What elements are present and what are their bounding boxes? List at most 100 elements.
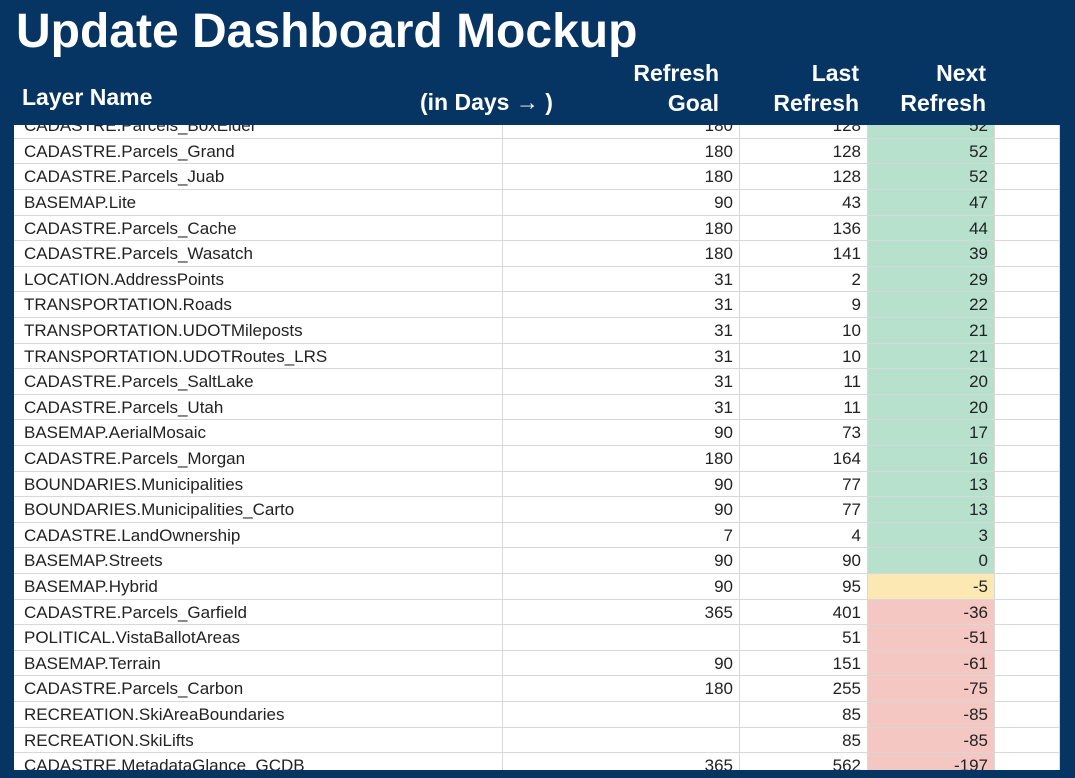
- cell-empty: [995, 625, 1060, 651]
- cell-goal: 31: [503, 343, 740, 370]
- header-unit: (in Days → ): [420, 89, 553, 115]
- cell-empty: [995, 471, 1060, 498]
- cell-empty: [995, 599, 1060, 626]
- cell-next: 47: [868, 190, 995, 216]
- cell-goal: 180: [503, 676, 740, 702]
- cell-next: -61: [868, 650, 995, 677]
- cell-last: 10: [740, 318, 868, 344]
- header-goal: Refresh Goal: [633, 58, 719, 118]
- cell-empty: [995, 574, 1060, 600]
- cell-empty: [995, 702, 1060, 728]
- cell-empty: [995, 497, 1060, 523]
- cell-layer: BASEMAP.Lite: [14, 190, 503, 216]
- cell-layer: LOCATION.AddressPoints: [14, 266, 503, 293]
- cell-last: 9: [740, 292, 868, 318]
- cell-next: 20: [868, 394, 995, 421]
- cell-next: 3: [868, 522, 995, 549]
- cell-next: 21: [868, 318, 995, 344]
- cell-next: 16: [868, 446, 995, 472]
- cell-goal: 90: [503, 420, 740, 446]
- cell-goal: 365: [503, 753, 740, 770]
- header-line: Next: [936, 60, 986, 86]
- cell-empty: [995, 548, 1060, 574]
- cell-layer: RECREATION.SkiLifts: [14, 727, 503, 754]
- cell-layer: CADASTRE.Parcels_Morgan: [14, 446, 503, 472]
- cell-next: 44: [868, 215, 995, 242]
- cell-goal: 180: [503, 241, 740, 267]
- header-line: Last: [811, 60, 859, 86]
- cell-empty: [995, 420, 1060, 446]
- cell-layer: CADASTRE.MetadataGlance_GCDB: [14, 753, 503, 770]
- cell-goal: 90: [503, 574, 740, 600]
- cell-next: 39: [868, 241, 995, 267]
- cell-empty: [995, 138, 1060, 165]
- cell-layer: BASEMAP.AerialMosaic: [14, 420, 503, 446]
- cell-next: -85: [868, 702, 995, 728]
- cell-last: 85: [740, 702, 868, 728]
- cell-layer: CADASTRE.Parcels_SaltLake: [14, 369, 503, 395]
- cell-next: -85: [868, 727, 995, 754]
- cell-goal: 31: [503, 394, 740, 421]
- cell-goal: 31: [503, 266, 740, 293]
- cell-next: 52: [868, 164, 995, 190]
- cell-last: 11: [740, 369, 868, 395]
- cell-goal: 180: [503, 125, 740, 139]
- cell-last: 77: [740, 471, 868, 498]
- cell-next: -197: [868, 753, 995, 770]
- cell-goal: 31: [503, 318, 740, 344]
- cell-empty: [995, 241, 1060, 267]
- cell-empty: [995, 164, 1060, 190]
- cell-last: 562: [740, 753, 868, 770]
- cell-empty: [995, 753, 1060, 770]
- cell-goal: 90: [503, 471, 740, 498]
- cell-empty: [995, 292, 1060, 318]
- cell-empty: [995, 369, 1060, 395]
- cell-goal: [503, 702, 740, 728]
- header-line: Goal: [667, 90, 719, 116]
- cell-empty: [995, 676, 1060, 702]
- cell-empty: [995, 215, 1060, 242]
- cell-last: 151: [740, 650, 868, 677]
- cell-next: 13: [868, 471, 995, 498]
- header-next: Next Refresh: [900, 58, 986, 118]
- cell-layer: CADASTRE.Parcels_Juab: [14, 164, 503, 190]
- cell-goal: [503, 727, 740, 754]
- cell-last: 128: [740, 138, 868, 165]
- title: Update Dashboard Mockup: [16, 5, 638, 58]
- header-last: Last Refresh: [773, 58, 859, 118]
- cell-last: 136: [740, 215, 868, 242]
- cell-last: 401: [740, 599, 868, 626]
- cell-layer: RECREATION.SkiAreaBoundaries: [14, 702, 503, 728]
- cell-next: 0: [868, 548, 995, 574]
- cell-last: 51: [740, 625, 868, 651]
- cell-next: -75: [868, 676, 995, 702]
- cell-next: -51: [868, 625, 995, 651]
- cell-layer: CADASTRE.Parcels_Utah: [14, 394, 503, 421]
- header-line: Refresh: [900, 90, 986, 116]
- cell-layer: BASEMAP.Hybrid: [14, 574, 503, 600]
- cell-last: 77: [740, 497, 868, 523]
- cell-last: 73: [740, 420, 868, 446]
- cell-empty: [995, 266, 1060, 293]
- cell-last: 141: [740, 241, 868, 267]
- cell-next: 13: [868, 497, 995, 523]
- header-line: Refresh: [773, 90, 859, 116]
- cell-empty: [995, 125, 1060, 139]
- cell-empty: [995, 318, 1060, 344]
- cell-goal: 180: [503, 446, 740, 472]
- cell-last: 128: [740, 164, 868, 190]
- cell-layer: CADASTRE.Parcels_Grand: [14, 138, 503, 165]
- cell-goal: 90: [503, 548, 740, 574]
- cell-last: 255: [740, 676, 868, 702]
- cell-empty: [995, 727, 1060, 754]
- cell-last: 11: [740, 394, 868, 421]
- cell-last: 128: [740, 125, 868, 139]
- cell-last: 90: [740, 548, 868, 574]
- cell-last: 85: [740, 727, 868, 754]
- cell-layer: TRANSPORTATION.UDOTMileposts: [14, 318, 503, 344]
- cell-empty: [995, 446, 1060, 472]
- cell-last: 10: [740, 343, 868, 370]
- cell-layer: CADASTRE.Parcels_Wasatch: [14, 241, 503, 267]
- cell-goal: 31: [503, 369, 740, 395]
